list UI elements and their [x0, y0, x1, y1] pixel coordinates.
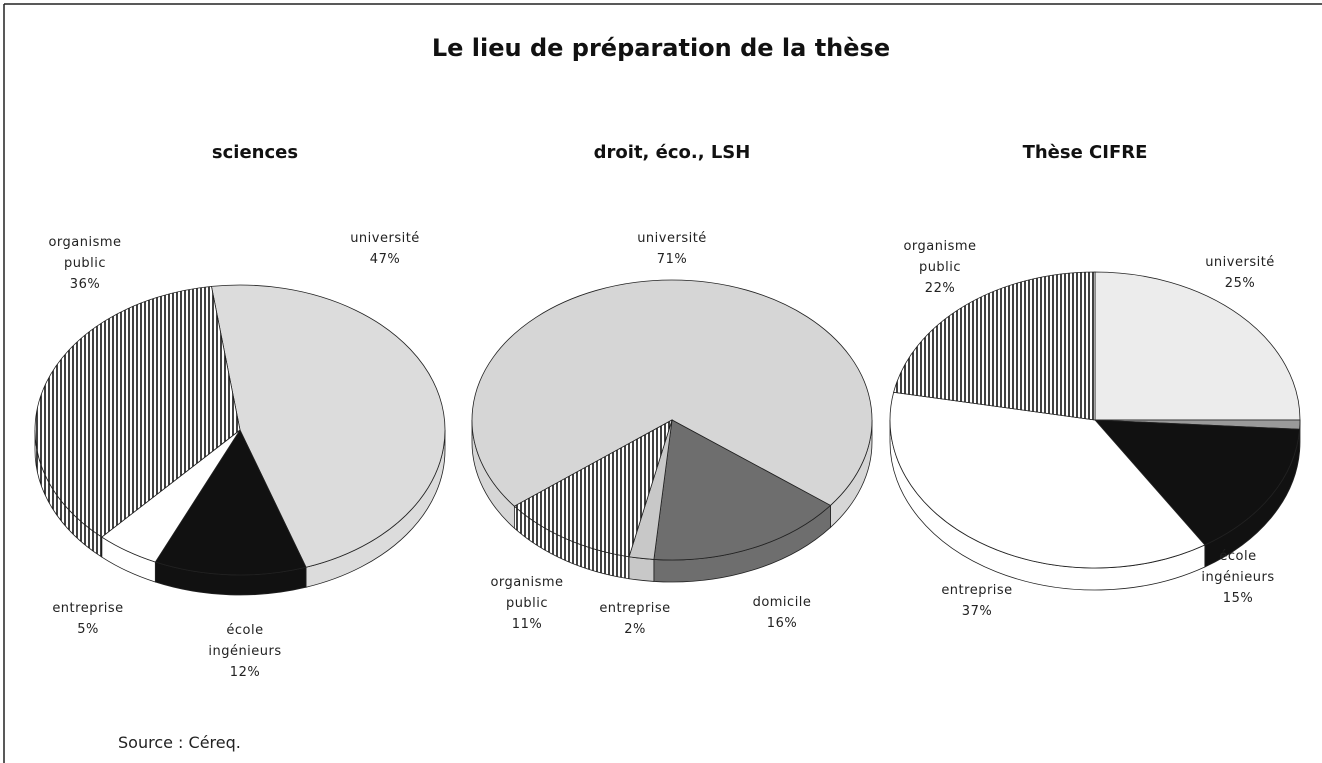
- slice-value: 22%: [924, 281, 956, 296]
- pie-slice: [1094, 419, 1301, 546]
- pie-side: [628, 556, 655, 582]
- slice-value: 5%: [77, 622, 99, 637]
- slice-category: entreprise: [941, 583, 1013, 598]
- slice-label: entreprise 37%: [922, 580, 1032, 622]
- main-title: Le lieu de préparation de la thèse: [431, 34, 891, 62]
- slice-label: organisme public 22%: [885, 236, 995, 299]
- pie-slice: [893, 271, 1096, 421]
- slice-value: 37%: [961, 604, 993, 619]
- pie-title: sciences: [211, 142, 299, 163]
- slice-value: 25%: [1224, 276, 1256, 291]
- slice-category: entreprise: [599, 601, 671, 616]
- slice-category: organisme public: [48, 235, 122, 271]
- slice-category: domicile: [752, 595, 812, 610]
- slice-label: entreprise 5%: [33, 598, 143, 640]
- pie-slice: [1094, 271, 1301, 421]
- pie-title: droit, éco., LSH: [593, 142, 751, 163]
- pie-slice: [210, 284, 446, 568]
- slice-value: 2%: [624, 622, 646, 637]
- slice-category: école ingénieurs: [1201, 549, 1275, 585]
- slice-label: organisme public 36%: [30, 232, 140, 295]
- slice-category: organisme public: [903, 239, 977, 275]
- slice-label: université 25%: [1185, 252, 1295, 294]
- slice-label: université 47%: [330, 228, 440, 270]
- slice-category: université: [637, 231, 707, 246]
- slice-label: école ingénieurs 15%: [1183, 546, 1293, 609]
- pie-slice: [154, 429, 307, 576]
- source: Source : Céreq.: [118, 733, 241, 752]
- slice-category: université: [1205, 255, 1275, 270]
- slice-value: 71%: [656, 252, 688, 267]
- slice-label: université 71%: [617, 228, 727, 270]
- pie-slice: [471, 279, 873, 507]
- pie-title: Thèse CIFRE: [1022, 142, 1148, 163]
- slice-value: 47%: [369, 252, 401, 267]
- pie-slice: [34, 285, 241, 538]
- slice-value: 15%: [1222, 591, 1254, 606]
- slice-value: 16%: [766, 616, 798, 631]
- pie-slice: [653, 419, 832, 561]
- slice-label: organisme public 11%: [472, 572, 582, 635]
- pie-slice: [889, 391, 1206, 569]
- slice-category: entreprise: [52, 601, 124, 616]
- slice-category: organisme public: [490, 575, 564, 611]
- slice-category: école ingénieurs: [208, 623, 282, 659]
- slice-value: 36%: [69, 277, 101, 292]
- pie-slice: [513, 419, 673, 558]
- slice-label: école ingénieurs 12%: [190, 620, 300, 683]
- slice-value: 11%: [511, 617, 543, 632]
- slice-value: 12%: [229, 665, 261, 680]
- slice-label: domicile 16%: [727, 592, 837, 634]
- slice-label: entreprise 2%: [580, 598, 690, 640]
- slice-category: université: [350, 231, 420, 246]
